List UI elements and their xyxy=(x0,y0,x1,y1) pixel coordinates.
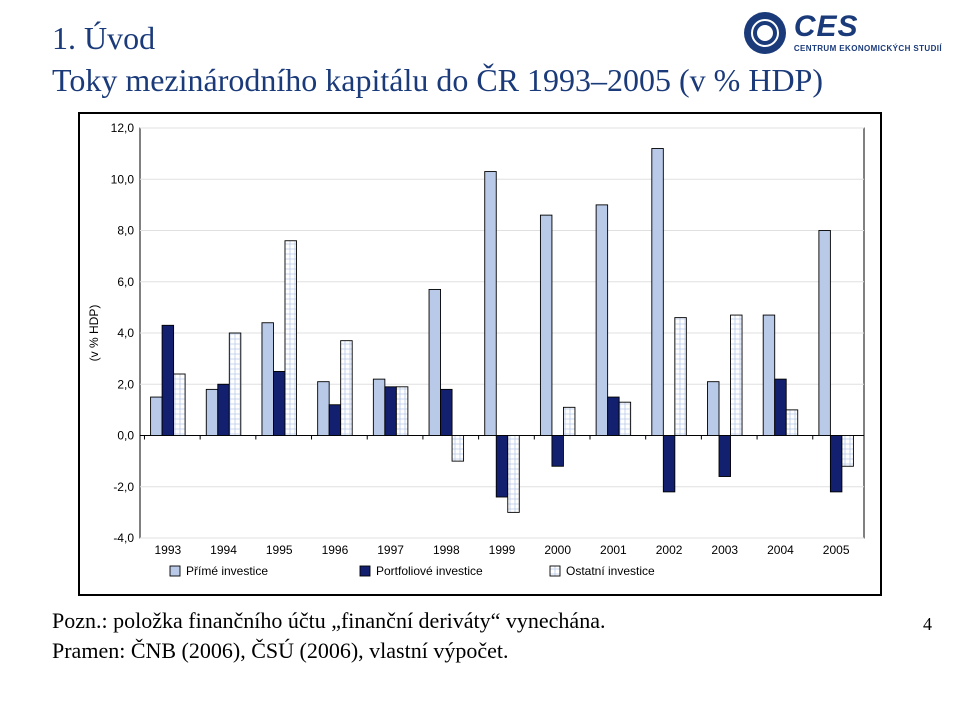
logo-subtitle: CENTRUM EKONOMICKÝCH STUDIÍ xyxy=(794,44,942,53)
svg-text:2005: 2005 xyxy=(823,543,850,557)
svg-text:8,0: 8,0 xyxy=(117,224,134,238)
svg-text:-4,0: -4,0 xyxy=(113,531,134,545)
svg-text:-2,0: -2,0 xyxy=(113,480,134,494)
svg-text:2002: 2002 xyxy=(656,543,683,557)
svg-text:1998: 1998 xyxy=(433,543,460,557)
slide-subheading: Toky mezinárodního kapitálu do ČR 1993–2… xyxy=(52,62,823,99)
svg-text:1994: 1994 xyxy=(210,543,237,557)
svg-text:Portfoliové investice: Portfoliové investice xyxy=(376,564,483,578)
logo-main-text: CES xyxy=(794,13,859,42)
footnote-note: Pozn.: položka finančního účtu „finanční… xyxy=(52,608,605,634)
svg-text:4,0: 4,0 xyxy=(117,326,134,340)
page-number: 4 xyxy=(923,614,932,635)
svg-text:2003: 2003 xyxy=(711,543,738,557)
svg-text:2000: 2000 xyxy=(544,543,571,557)
svg-text:2,0: 2,0 xyxy=(117,377,134,391)
svg-text:2004: 2004 xyxy=(767,543,794,557)
svg-text:1996: 1996 xyxy=(322,543,349,557)
logo-globe-icon xyxy=(744,12,786,54)
footnote-source: Pramen: ČNB (2006), ČSÚ (2006), vlastní … xyxy=(52,638,508,664)
svg-text:12,0: 12,0 xyxy=(111,121,135,135)
grouped-bar-chart: -4,0 -2,0 0,0 2,0 4,0 6,0 8,0 10,0 12,0 (v % HDP)… xyxy=(80,114,880,594)
svg-text:Přímé investice: Přímé investice xyxy=(186,564,268,578)
chart-container: -4,0 -2,0 0,0 2,0 4,0 6,0 8,0 10,0 12,0 (v % HDP)… xyxy=(78,112,882,596)
svg-text:(v % HDP): (v % HDP) xyxy=(87,305,101,362)
svg-text:1999: 1999 xyxy=(489,543,516,557)
svg-text:1995: 1995 xyxy=(266,543,293,557)
svg-text:6,0: 6,0 xyxy=(117,275,134,289)
svg-text:2001: 2001 xyxy=(600,543,627,557)
svg-text:1993: 1993 xyxy=(154,543,181,557)
svg-text:10,0: 10,0 xyxy=(111,172,135,186)
svg-text:0,0: 0,0 xyxy=(117,429,134,443)
slide-heading: 1. Úvod xyxy=(52,20,155,57)
svg-text:Ostatní investice: Ostatní investice xyxy=(566,564,655,578)
svg-text:1997: 1997 xyxy=(377,543,404,557)
